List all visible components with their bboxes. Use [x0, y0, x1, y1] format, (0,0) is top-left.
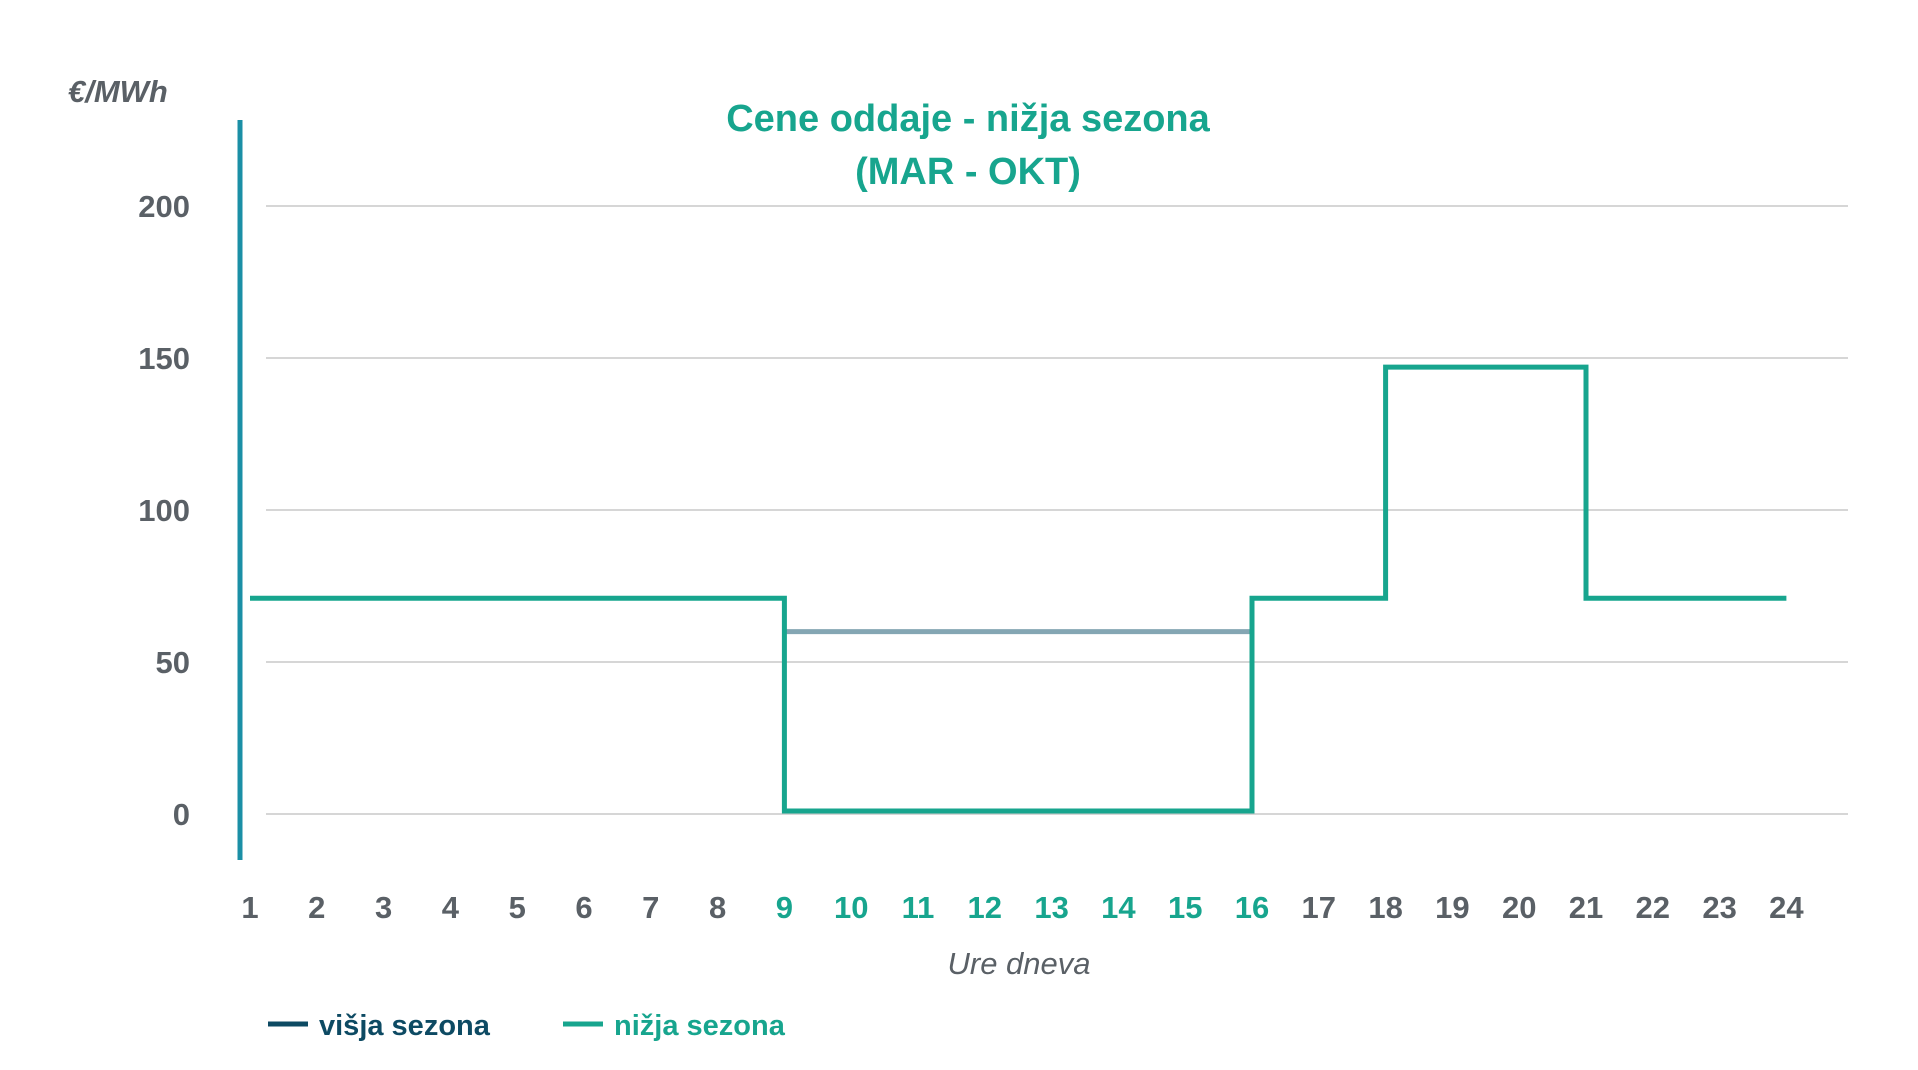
legend-label-nizja-sezona: nižja sezona: [614, 1010, 786, 1042]
x-tick-13: 13: [1034, 890, 1068, 925]
x-tick-18: 18: [1368, 890, 1402, 925]
x-tick-14: 14: [1101, 890, 1136, 925]
x-axis-label: Ure dneva: [947, 946, 1090, 981]
chart-title-line-2: (MAR - OKT): [855, 151, 1081, 193]
series-layer: [250, 364, 1787, 814]
x-tick-6: 6: [575, 890, 592, 925]
x-tick-8: 8: [709, 890, 726, 925]
x-tick-11: 11: [902, 890, 935, 925]
x-tick-3: 3: [375, 890, 392, 925]
x-tick-19: 19: [1435, 890, 1469, 925]
y-axis-label: €/MWh: [68, 74, 168, 109]
legend: višja sezona nižja sezona: [268, 1010, 786, 1042]
chart-title-line-1: Cene oddaje - nižja sezona: [726, 98, 1210, 140]
x-tick-20: 20: [1502, 890, 1536, 925]
series-nizja-sezona-line: [250, 364, 1787, 814]
y-tick-200: 200: [138, 189, 190, 224]
x-tick-10: 10: [834, 890, 868, 925]
x-tick-4: 4: [442, 890, 460, 925]
x-tick-1: 1: [241, 890, 258, 925]
y-tick-50: 50: [156, 645, 190, 680]
x-tick-16: 16: [1235, 890, 1269, 925]
x-tick-23: 23: [1702, 890, 1736, 925]
gridlines: [266, 205, 1848, 815]
x-tick-7: 7: [642, 890, 659, 925]
y-tick-0: 0: [173, 797, 190, 832]
x-tick-24: 24: [1769, 890, 1804, 925]
x-tick-21: 21: [1569, 890, 1603, 925]
x-tick-22: 22: [1636, 890, 1670, 925]
y-tick-100: 100: [138, 493, 190, 528]
x-tick-12: 12: [968, 890, 1002, 925]
x-tick-2: 2: [308, 890, 325, 925]
y-tick-150: 150: [138, 341, 190, 376]
x-tick-labels: 1 2 3 4 5 6 7 8 9 10 11 12 13 14 15 16 17 18 19 20 21 22 23 24: [241, 890, 1804, 925]
legend-label-visja-sezona: višja sezona: [319, 1010, 491, 1042]
x-tick-9: 9: [776, 890, 793, 925]
x-tick-17: 17: [1302, 890, 1336, 925]
y-tick-labels: 0 50 100 150 200: [138, 189, 190, 832]
x-tick-15: 15: [1168, 890, 1202, 925]
x-tick-5: 5: [509, 890, 526, 925]
